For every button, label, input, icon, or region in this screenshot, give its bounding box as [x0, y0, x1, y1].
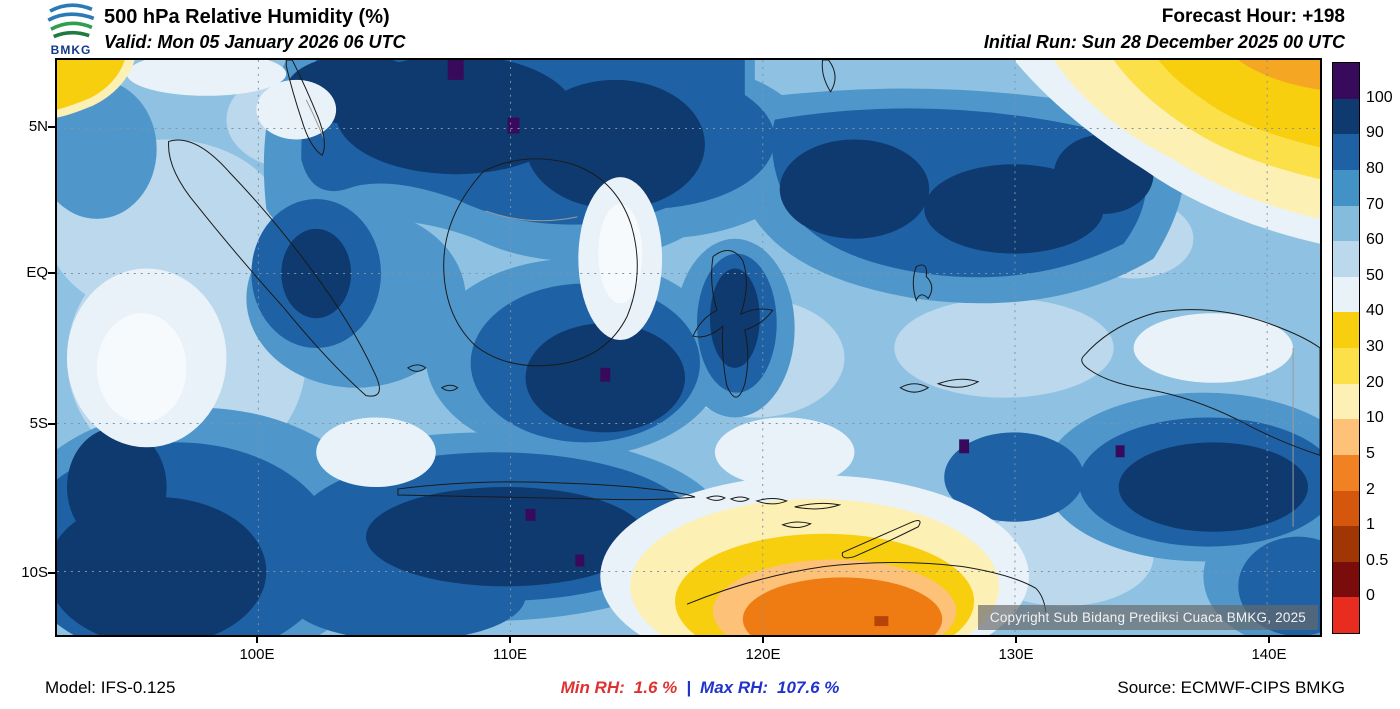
y-axis-label-5n: 5N [28, 118, 48, 135]
gridlines [57, 60, 1320, 635]
rh-navy-layer [57, 60, 1309, 635]
colorbar-labels: 100 90 80 70 60 50 40 30 20 10 5 2 1 0.5 0 [1366, 62, 1400, 632]
y-tick-mark [48, 126, 55, 128]
rh-supersaturated-specks [447, 60, 1125, 567]
x-axis-label-120e: 120E [745, 646, 781, 663]
x-tick-mark [509, 637, 511, 643]
y-tick-mark [48, 272, 55, 274]
valid-time-label: Valid: Mon 05 January 2026 06 UTC [104, 32, 406, 52]
colorbar-tick-label: 30 [1366, 338, 1384, 355]
colorbar-tick-label: 0 [1366, 587, 1375, 605]
colorbar-segment [1333, 276, 1359, 313]
bmkg-logo-text: BMKG [50, 43, 92, 57]
colorbar-tick-label: 90 [1366, 124, 1384, 142]
colorbar-segment [1333, 597, 1359, 633]
max-rh-value: 107.6 % [777, 678, 840, 697]
copyright-overlay: Copyright Sub Bidang Prediksi Cuaca BMKG… [977, 605, 1318, 630]
colorbar-segment [1333, 383, 1359, 420]
page-title: 500 hPa Relative Humidity (%) [104, 6, 390, 28]
colorbar-segment [1333, 98, 1359, 135]
bmkg-logo: BMKG [42, 2, 100, 58]
colorbar-segment [1333, 561, 1359, 598]
minmax-row: Min RH: 1.6 % | Max RH: 107.6 % [0, 678, 1400, 698]
colorbar-tick-label: 50 [1366, 266, 1384, 284]
forecast-hour-label: Forecast Hour: +198 [1161, 6, 1345, 27]
y-axis-label-eq: EQ [26, 264, 48, 281]
bmkg-logo-icon [47, 3, 95, 39]
colorbar-segment [1333, 241, 1359, 277]
y-tick-mark [48, 423, 55, 425]
colorbar-tick-label: 10 [1366, 409, 1384, 427]
colorbar-tick-label: 40 [1366, 302, 1384, 320]
x-tick-mark [1268, 637, 1270, 643]
admin-borders [305, 99, 1294, 527]
min-rh-label: Min RH: [560, 678, 625, 697]
rh-dry-layer [57, 60, 1320, 635]
colorbar-tick-label: 70 [1366, 195, 1384, 213]
model-label: Model: IFS-0.125 [45, 678, 176, 697]
y-tick-mark [48, 572, 55, 574]
minmax-separator: | [686, 678, 692, 697]
x-tick-mark [1015, 637, 1017, 643]
colorbar-segment [1333, 526, 1359, 562]
rh-map-canvas [57, 60, 1320, 635]
colorbar-segment [1333, 134, 1359, 170]
colorbar-tick-label: 20 [1366, 373, 1384, 391]
x-axis-label-100e: 100E [239, 646, 275, 663]
colorbar-segment [1333, 205, 1359, 242]
colorbar [1332, 62, 1360, 634]
colorbar-tick-label: 80 [1366, 159, 1384, 177]
colorbar-tick-label: 60 [1366, 231, 1384, 249]
x-axis-label-140e: 140E [1251, 646, 1287, 663]
x-axis-label-130e: 130E [998, 646, 1034, 663]
colorbar-tick-label: 100 [1366, 88, 1393, 106]
colorbar-segment [1333, 419, 1359, 455]
colorbar-segment [1333, 454, 1359, 491]
y-axis-label-10s: 10S [21, 564, 48, 581]
colorbar-segment [1333, 169, 1359, 206]
colorbar-segment [1333, 490, 1359, 527]
y-axis-label-5s: 5S [29, 415, 48, 432]
colorbar-segment [1333, 348, 1359, 384]
max-rh-label: Max RH: [700, 678, 769, 697]
coastlines [168, 60, 1320, 613]
source-label: Source: ECMWF-CIPS BMKG [1117, 678, 1345, 697]
x-tick-mark [256, 637, 258, 643]
x-axis-label-110e: 110E [493, 646, 527, 663]
rh-map: Copyright Sub Bidang Prediksi Cuaca BMKG… [55, 58, 1322, 637]
x-tick-mark [762, 637, 764, 643]
colorbar-segment [1333, 312, 1359, 348]
colorbar-tick-label: 5 [1366, 444, 1375, 462]
colorbar-tick-label: 0.5 [1366, 551, 1389, 569]
colorbar-tick-label: 1 [1366, 516, 1375, 534]
min-rh-value: 1.6 % [633, 678, 678, 697]
initial-run-label: Initial Run: Sun 28 December 2025 00 UTC [983, 32, 1345, 52]
colorbar-segment [1333, 63, 1359, 99]
colorbar-tick-label: 2 [1366, 480, 1375, 498]
